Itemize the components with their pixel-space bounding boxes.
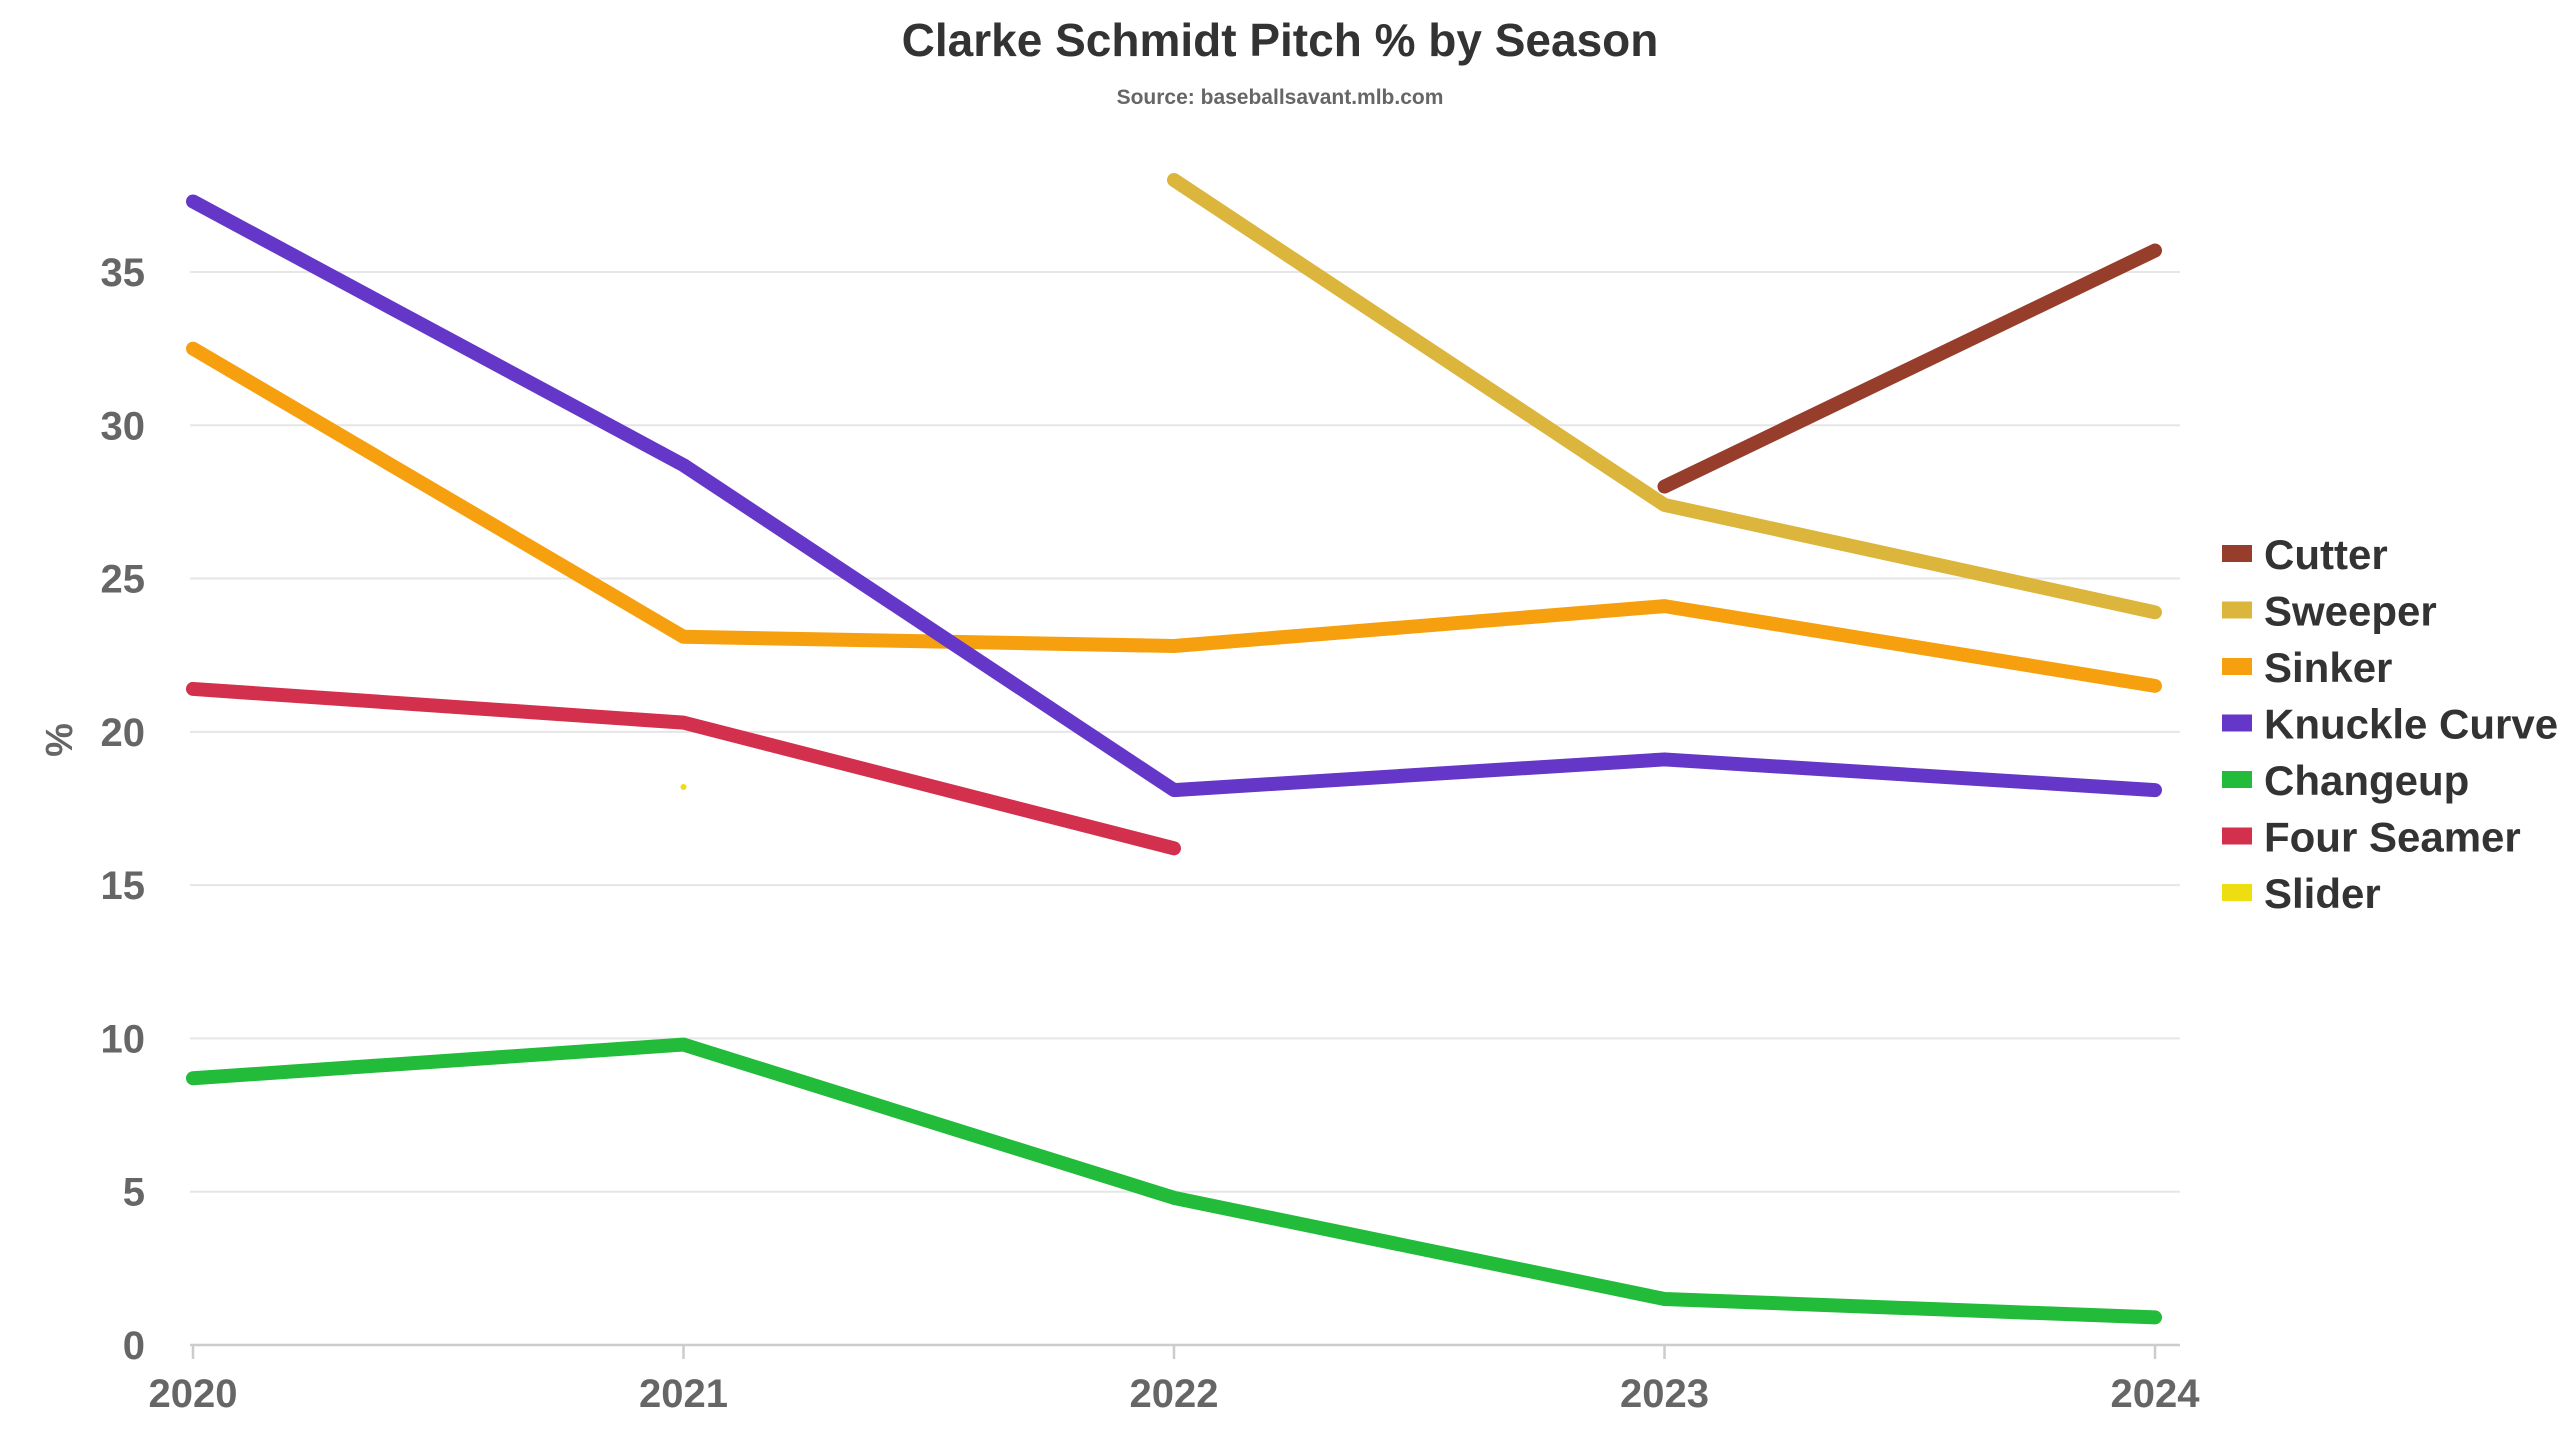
legend-label-four-seamer: Four Seamer [2264,814,2521,861]
y-tick-label: 30 [101,404,146,448]
legend-swatch-four-seamer [2222,827,2252,845]
y-tick-label: 15 [101,864,146,908]
y-axis-title: % [39,723,81,757]
chart-subtitle: Source: baseballsavant.mlb.com [1117,86,1444,109]
y-tick-label: 25 [101,558,146,602]
legend-label-sweeper: Sweeper [2264,588,2437,635]
y-tick-label: 5 [123,1171,145,1215]
legend-swatch-changeup [2222,771,2252,788]
x-tick-label: 2023 [1620,1372,1709,1416]
series-line-changeup [186,1037,2162,1325]
y-tick-label: 35 [101,251,146,295]
series-lines [186,173,2162,1325]
legend-label-changeup: Changeup [2264,757,2469,804]
legend-swatch-slider [2222,884,2252,901]
legend-label-knuckle-curve: Knuckle Curve [2264,701,2558,748]
series-line-knuckle-curve [186,194,2162,798]
legend-label-cutter: Cutter [2264,531,2388,578]
x-axis-ticks: 2020 2021 2022 2023 2024 [149,1345,2201,1416]
legend-swatch-sweeper [2222,601,2252,619]
legend-swatch-sinker [2222,658,2252,675]
legend-label-slider: Slider [2264,870,2381,917]
y-tick-label: 20 [101,711,146,755]
series-line-sinker [186,341,2162,693]
x-tick-label: 2024 [2111,1372,2201,1416]
x-tick-label: 2021 [639,1372,728,1416]
series-line-sweeper [1167,173,2162,620]
legend-swatch-knuckle-curve [2222,714,2252,732]
legend-label-sinker: Sinker [2264,644,2392,691]
legend: Cutter Sweeper Sinker Knuckle Curve Changeup… [2222,531,2558,917]
y-tick-label: 0 [123,1324,145,1368]
series-line-cutter [1657,243,2162,494]
series-line-four-seamer [186,681,1181,856]
y-tick-label: 10 [101,1017,146,1061]
grid-lines [190,270,2180,1193]
series-point-slider [680,784,687,791]
x-tick-label: 2020 [149,1372,238,1416]
x-tick-label: 2022 [1130,1372,1219,1416]
y-axis-ticks: 0 5 10 15 20 25 30 35 [101,251,146,1368]
chart-title: Clarke Schmidt Pitch % by Season [902,14,1659,66]
legend-swatch-cutter [2222,545,2252,562]
